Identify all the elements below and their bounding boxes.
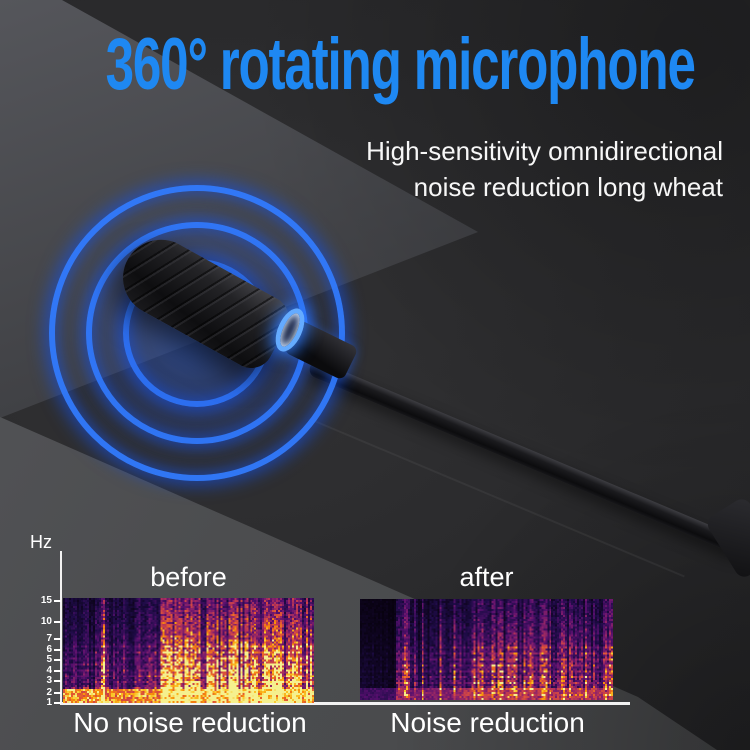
- y-tick-label: 4: [46, 664, 52, 676]
- before-label: before: [150, 562, 227, 592]
- y-axis-unit-label: Hz: [30, 532, 52, 552]
- after-caption: Noise reduction: [390, 707, 585, 738]
- y-tick-label: 15: [40, 594, 52, 606]
- subtitle-line-2: noise reduction long wheat: [413, 172, 723, 202]
- y-tick-mark: [54, 669, 61, 672]
- sound-ring: [49, 185, 345, 481]
- subtitle: High-sensitivity omnidirectional noise r…: [366, 133, 723, 205]
- y-tick-mark: [54, 599, 61, 602]
- y-tick-mark: [54, 638, 61, 641]
- y-tick-mark: [54, 680, 61, 683]
- y-tick-label: 2: [46, 686, 52, 698]
- y-tick-label: 3: [46, 675, 52, 687]
- after-label: after: [459, 562, 514, 592]
- y-tick-mark: [54, 658, 61, 661]
- before-caption: No noise reduction: [73, 707, 307, 738]
- y-tick-label: 1: [46, 697, 52, 708]
- y-axis-line: [60, 551, 62, 704]
- x-axis-line: [60, 702, 630, 705]
- y-tick-mark: [54, 691, 61, 694]
- y-tick-label: 6: [46, 643, 52, 655]
- page-title: 360° rotating microphone: [105, 22, 695, 106]
- y-tick-mark: [54, 702, 61, 704]
- y-tick-mark: [54, 648, 61, 651]
- y-axis-ticks: 15 10 7 6 5 4 3 2 1: [36, 594, 61, 708]
- subtitle-line-1: High-sensitivity omnidirectional: [366, 136, 723, 166]
- y-tick-label: 10: [40, 615, 52, 627]
- y-tick-label: 7: [46, 633, 52, 645]
- y-tick-label: 5: [46, 653, 52, 665]
- y-tick-mark: [54, 620, 61, 623]
- spectrogram-before: [63, 598, 314, 703]
- spectrogram-after: [360, 599, 613, 700]
